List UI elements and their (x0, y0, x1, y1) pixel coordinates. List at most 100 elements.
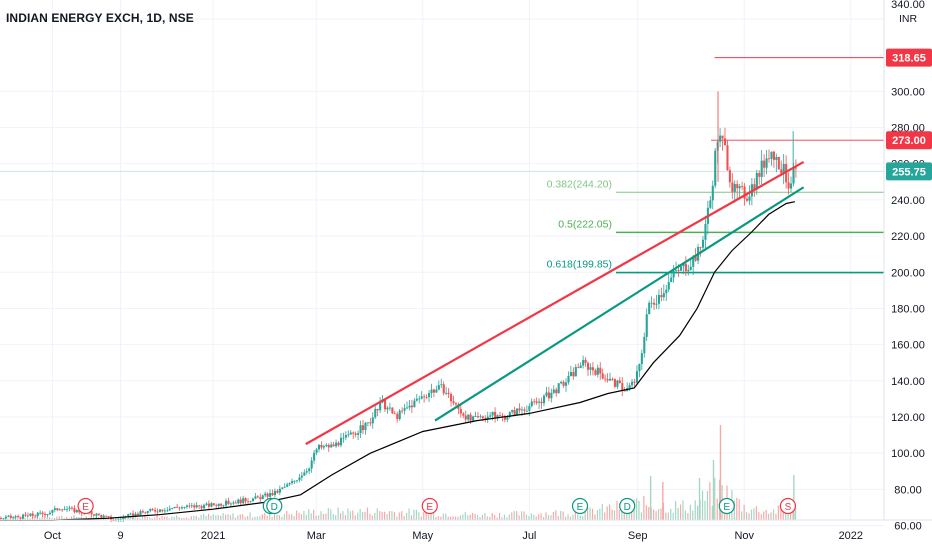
event-marker[interactable]: S (779, 497, 797, 515)
candle-body (741, 186, 744, 187)
candle-body (369, 422, 372, 424)
candle-body (222, 505, 225, 507)
volume-bar (374, 512, 376, 520)
volume-bar (203, 513, 205, 520)
candle-body (325, 444, 328, 447)
candle-body (51, 510, 54, 513)
candle-body (251, 498, 255, 502)
volume-bar (154, 517, 156, 520)
volume-bar (408, 508, 410, 520)
candle-body (315, 449, 318, 453)
event-marker[interactable]: D (266, 497, 283, 515)
event-marker[interactable]: E (77, 497, 94, 515)
candle-body (633, 381, 636, 383)
candle-body (491, 411, 494, 416)
price-tick-label: 100.00 (891, 448, 925, 460)
candle-body (335, 442, 338, 447)
candle-body (675, 270, 678, 271)
candle-body (337, 442, 340, 446)
volume-bar (445, 513, 447, 520)
volume-bar (317, 515, 320, 520)
candle-body (611, 378, 614, 380)
volume-bar (198, 517, 200, 520)
event-marker-circle (421, 497, 438, 515)
volume-bar (555, 510, 557, 520)
volume-bar (313, 509, 315, 520)
price-axis[interactable]: 60.00 80.00 100.00 120.00 140.00 160.00 180.00… (886, 0, 932, 533)
volume-bar (591, 508, 594, 520)
price-tick-label: 80.00 (894, 484, 922, 496)
candle-body (569, 371, 572, 376)
candle-body (535, 401, 538, 403)
event-marker-circle (779, 497, 797, 515)
volume-bar (452, 516, 454, 520)
candle-body (758, 172, 761, 177)
volume-bar (528, 516, 530, 520)
candle-body (572, 371, 575, 377)
candle-body (97, 513, 100, 515)
candle-body (418, 398, 421, 400)
candle-body (195, 505, 198, 508)
volume-bar (383, 511, 386, 520)
candle-body (506, 416, 509, 420)
candle-body (332, 444, 335, 447)
volume-bar (679, 504, 682, 520)
candle-body (525, 410, 528, 412)
volume-bar (750, 509, 753, 520)
event-marker-letter: E (82, 502, 89, 513)
volume-bar (168, 518, 170, 520)
volume-bar (425, 512, 427, 520)
volume-bar (472, 512, 474, 520)
volume-bar (486, 516, 488, 520)
candle-body (635, 371, 639, 383)
candle-body (601, 373, 604, 379)
candle-body (498, 415, 502, 417)
candle-body (242, 498, 245, 504)
volume-bar (173, 516, 175, 520)
candle-body (310, 460, 313, 469)
volume-bar (75, 517, 78, 520)
candle-body (467, 414, 470, 420)
volume-bar (398, 512, 400, 520)
candle-body (670, 277, 673, 283)
event-marker-letter: E (426, 502, 433, 513)
candle-body (141, 511, 144, 513)
candle-body (295, 480, 299, 482)
candle-body (190, 505, 193, 507)
volume-bar (415, 509, 417, 520)
volume-bar (763, 511, 765, 520)
candle-body (560, 381, 563, 384)
candle-body (134, 513, 137, 517)
event-marker[interactable]: E (571, 497, 589, 515)
volume-bar (322, 513, 325, 520)
candle-body (657, 295, 661, 304)
candle-body (53, 508, 56, 511)
volume-bar (712, 460, 715, 520)
event-marker[interactable]: E (718, 497, 735, 515)
candle-body (501, 415, 504, 417)
candle-body (183, 507, 186, 508)
price-badge-bg (886, 131, 932, 150)
candle-body (538, 401, 541, 403)
volume-bar (291, 514, 293, 520)
candle-body (650, 302, 653, 304)
time-axis[interactable]: Oct 9 2021 Mar May Jul Sep Nov 2022 (44, 530, 863, 542)
candle-body (518, 408, 521, 411)
candle-body (555, 389, 558, 394)
candle-body (207, 503, 210, 507)
volume-bar (215, 515, 217, 520)
volume-bar (748, 513, 750, 520)
candle-body (655, 303, 658, 305)
volume-bar (227, 514, 229, 520)
volume-bar (144, 515, 146, 520)
event-marker[interactable]: D (619, 497, 636, 515)
event-marker[interactable]: E (421, 497, 438, 515)
volume-bar (293, 516, 295, 520)
candle-body (653, 302, 656, 305)
moving-average-line (0, 201, 796, 521)
volume-bar (511, 512, 513, 520)
candle-body (281, 487, 284, 489)
volume-bar (662, 482, 664, 520)
